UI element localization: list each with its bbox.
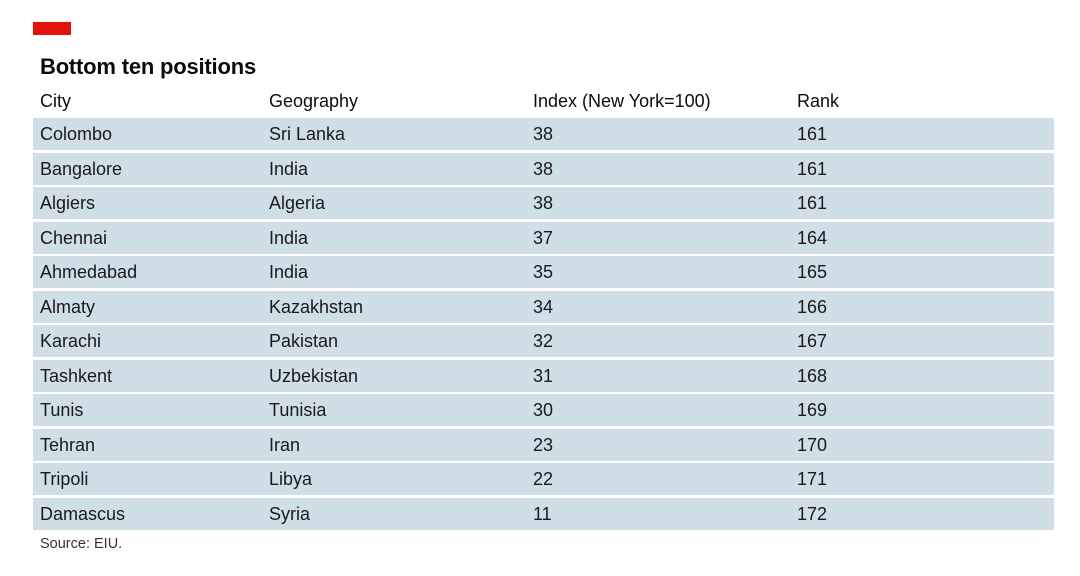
cell-geography: India: [269, 158, 309, 179]
table-row: Karachi Pakistan 32 167: [33, 325, 1054, 357]
table-row: Tunis Tunisia 30 169: [33, 394, 1054, 426]
cell-city: Colombo: [40, 124, 113, 144]
cell-city: Almaty: [40, 296, 96, 317]
table-row: Tripoli Libya 22 171: [33, 463, 1054, 495]
cell-rank: 161: [797, 193, 828, 213]
cell-rank: 167: [797, 331, 828, 351]
table-header-row: City Geography Index (New York=100) Rank: [33, 86, 1054, 117]
cell-geography: India: [269, 262, 309, 282]
cell-city: Chennai: [40, 227, 108, 248]
cell-rank: 172: [797, 503, 828, 524]
table-row: Ahmedabad India 35 165: [33, 256, 1054, 288]
table-row: Chennai India 37 164: [33, 221, 1054, 254]
cell-city: Tunis: [40, 400, 84, 420]
table-row: Damascus Syria 11 172: [33, 497, 1054, 530]
column-header-rank: Rank: [797, 91, 840, 111]
column-header-city: City: [40, 91, 71, 111]
cell-index: 34: [533, 296, 554, 317]
table-row: Almaty Kazakhstan 34 166: [33, 290, 1054, 323]
cell-index: 32: [533, 331, 554, 351]
cell-geography: Uzbekistan: [269, 365, 359, 386]
cell-geography: Syria: [269, 503, 311, 524]
cell-city: Ahmedabad: [40, 262, 138, 282]
cell-city: Karachi: [40, 331, 102, 351]
cell-rank: 165: [797, 262, 828, 282]
cell-index: 38: [533, 193, 554, 213]
cell-city: Tashkent: [40, 365, 113, 386]
cell-city: Bangalore: [40, 158, 123, 179]
data-table: City Geography Index (New York=100) Rank…: [33, 86, 1054, 532]
column-header-index: Index (New York=100): [533, 91, 711, 111]
cell-geography: Tunisia: [269, 400, 327, 420]
accent-tag: [33, 22, 71, 35]
cell-rank: 161: [797, 158, 828, 179]
cell-index: 35: [533, 262, 554, 282]
cell-geography: Pakistan: [269, 331, 339, 351]
cell-geography: Sri Lanka: [269, 124, 346, 144]
cell-geography: India: [269, 227, 309, 248]
cell-index: 38: [533, 124, 554, 144]
cell-rank: 171: [797, 469, 828, 489]
column-header-geography: Geography: [269, 91, 359, 111]
cell-index: 37: [533, 227, 554, 248]
cell-city: Tripoli: [40, 469, 89, 489]
table-row: Colombo Sri Lanka 38 161: [33, 118, 1054, 150]
cell-geography: Libya: [269, 469, 313, 489]
cell-rank: 161: [797, 124, 828, 144]
cell-city: Damascus: [40, 503, 126, 524]
cell-geography: Kazakhstan: [269, 296, 364, 317]
cell-geography: Algeria: [269, 193, 326, 213]
table-row: Bangalore India 38 161: [33, 152, 1054, 185]
cell-geography: Iran: [269, 434, 301, 455]
cell-city: Tehran: [40, 434, 96, 455]
cell-index: 11: [533, 503, 552, 524]
cell-index: 38: [533, 158, 554, 179]
cell-city: Algiers: [40, 193, 96, 213]
cell-rank: 166: [797, 296, 828, 317]
cell-index: 30: [533, 400, 554, 420]
table-row: Tashkent Uzbekistan 31 168: [33, 359, 1054, 392]
table-row: Tehran Iran 23 170: [33, 428, 1054, 461]
cell-rank: 164: [797, 227, 828, 248]
source-note: Source: EIU.: [40, 536, 123, 552]
table-row: Algiers Algeria 38 161: [33, 187, 1054, 219]
cell-rank: 170: [797, 434, 828, 455]
chart-title: Bottom ten positions: [40, 54, 256, 79]
cell-rank: 169: [797, 400, 828, 420]
cell-rank: 168: [797, 365, 828, 386]
cell-index: 31: [533, 365, 554, 386]
cell-index: 22: [533, 469, 554, 489]
cell-index: 23: [533, 434, 554, 455]
